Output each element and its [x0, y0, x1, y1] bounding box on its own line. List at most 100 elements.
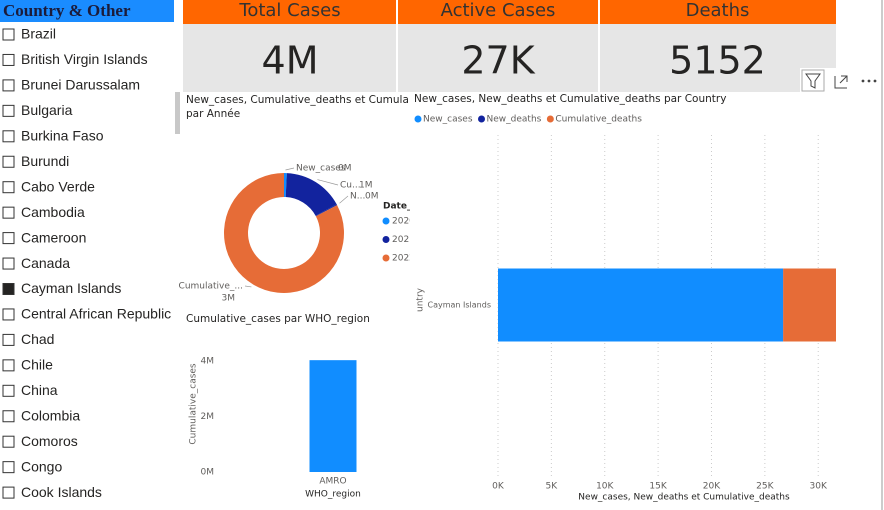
checkbox[interactable] — [2, 461, 15, 474]
slicer-item[interactable]: Burundi — [21, 153, 69, 169]
x-tick-label: 0K — [492, 482, 505, 492]
visual-header-icons — [800, 68, 880, 93]
slice-label: N... — [350, 192, 365, 202]
slice-value-label: 0M — [365, 192, 379, 202]
slicer-item[interactable]: Chile — [21, 357, 53, 373]
slicer-item[interactable]: British Virgin Islands — [21, 51, 148, 67]
card-value: 5152 — [669, 39, 766, 83]
checkbox[interactable] — [2, 486, 15, 499]
x-tick-label: 10K — [596, 482, 614, 492]
y-axis-title: Cumulative_cases — [189, 363, 199, 445]
filter-icon-box[interactable] — [801, 69, 825, 92]
slicer-item[interactable]: Canada — [21, 255, 70, 271]
slicer-item[interactable]: Congo — [21, 458, 62, 474]
donut-slice — [315, 204, 338, 217]
x-axis-title: New_cases, New_deaths et Cumulative_deat… — [578, 493, 790, 503]
card-body-band — [183, 24, 836, 92]
leader-line — [285, 167, 295, 171]
checkbox[interactable] — [2, 359, 15, 372]
x-tick-label: 35K — [863, 482, 881, 492]
leader-line — [244, 285, 252, 288]
checkbox[interactable] — [2, 435, 15, 448]
slicer-title: Country & Other — [3, 1, 131, 20]
legend-label: 2020 — [392, 217, 415, 227]
slicer-item[interactable]: Cameroon — [21, 229, 86, 245]
more-icon[interactable] — [861, 79, 877, 83]
slicer-item[interactable]: Colombia — [21, 407, 80, 423]
y-tick-label: 0M — [201, 468, 215, 478]
y-axis-title: untry — [416, 287, 426, 312]
bar-segment — [783, 268, 836, 342]
slice-value-label: 0M — [338, 164, 352, 174]
filter-icon[interactable] — [805, 73, 821, 89]
slicer-item[interactable]: China — [21, 382, 58, 398]
scrollbar[interactable] — [175, 92, 180, 134]
legend-label: 2022 — [392, 254, 415, 264]
slicer-item[interactable]: Cabo Verde — [21, 178, 95, 194]
chart-subtitle: par Année — [186, 108, 240, 120]
slicer-item[interactable]: Central African Republic — [21, 306, 171, 322]
legend-swatch — [414, 115, 422, 123]
checkbox[interactable] — [2, 333, 15, 346]
legend-label: 2021 — [392, 235, 415, 245]
slicer-item[interactable]: Cayman Islands — [21, 280, 121, 296]
checkbox[interactable] — [2, 410, 15, 423]
chart-title: New_cases, New_deaths et Cumulative_deat… — [414, 93, 726, 105]
slicer-item[interactable]: Bulgaria — [21, 102, 73, 118]
slicer-item[interactable]: Brazil — [21, 26, 56, 42]
card-header-band — [183, 0, 836, 24]
x-axis-title: WHO_region — [305, 490, 361, 500]
slicer-item[interactable]: Chad — [21, 331, 54, 347]
cards: Total Cases 4M Active Cases 27K Deaths 5152 — [183, 0, 836, 92]
checkbox[interactable] — [2, 181, 15, 194]
legend-label: New_cases — [423, 115, 473, 125]
x-tick-label: 25K — [756, 482, 774, 492]
legend-swatch — [382, 236, 390, 243]
leader-line — [339, 195, 349, 204]
checkbox[interactable] — [2, 53, 15, 66]
donut-visual: New_cases, Cumulative_deaths et Cumula pa… — [179, 94, 418, 304]
checkbox[interactable] — [2, 257, 15, 270]
slicer-item[interactable]: Cook Islands — [21, 484, 102, 500]
legend-label: New_deaths — [487, 115, 542, 125]
legend-title: Date_n — [383, 202, 418, 212]
slicer[interactable]: Brazil British Virgin Islands Brunei Darus… — [2, 26, 171, 500]
chart-title: New_cases, Cumulative_deaths et Cumula — [186, 94, 409, 106]
x-tick-label: 30K — [810, 482, 828, 492]
hbar-visual: New_cases, New_deaths et Cumulative_deat… — [414, 93, 881, 503]
legend-swatch — [382, 254, 390, 262]
checkbox[interactable] — [2, 232, 15, 245]
checkbox[interactable] — [2, 283, 15, 295]
checkbox[interactable] — [2, 384, 15, 397]
slice-label: Cumulative_... — [179, 282, 243, 292]
donut-slice — [284, 173, 287, 198]
legend-swatch — [382, 217, 390, 225]
slicer-item[interactable]: Cambodia — [21, 204, 85, 220]
slice-label: Cu... — [340, 181, 361, 191]
focus-icon[interactable] — [834, 75, 848, 89]
checkbox[interactable] — [2, 104, 15, 117]
checkbox[interactable] — [2, 206, 15, 219]
card-title: Active Cases — [441, 0, 556, 21]
donut-slice — [285, 173, 337, 216]
slicer-item[interactable]: Brunei Darussalam — [21, 77, 140, 93]
legend-label: Cumulative_deaths — [555, 115, 642, 125]
slicer-item[interactable]: Comoros — [21, 433, 78, 449]
slicer-item[interactable]: Burkina Faso — [21, 128, 104, 144]
donut-slice — [224, 173, 344, 294]
slice-label: New_cases — [296, 164, 346, 174]
x-tick-label: 5K — [546, 482, 559, 492]
legend-swatch — [546, 115, 554, 123]
checkbox[interactable] — [2, 28, 15, 41]
y-tick-label: 2M — [201, 412, 215, 422]
checkbox[interactable] — [2, 130, 15, 143]
checkbox[interactable] — [2, 79, 15, 92]
checkbox[interactable] — [2, 155, 15, 168]
checkbox[interactable] — [2, 308, 15, 321]
card-title: Deaths — [686, 0, 750, 21]
slice-value-label: 3M — [222, 294, 236, 304]
leader-line — [317, 179, 339, 186]
card-value: 4M — [262, 39, 319, 83]
card-title: Total Cases — [238, 0, 340, 21]
